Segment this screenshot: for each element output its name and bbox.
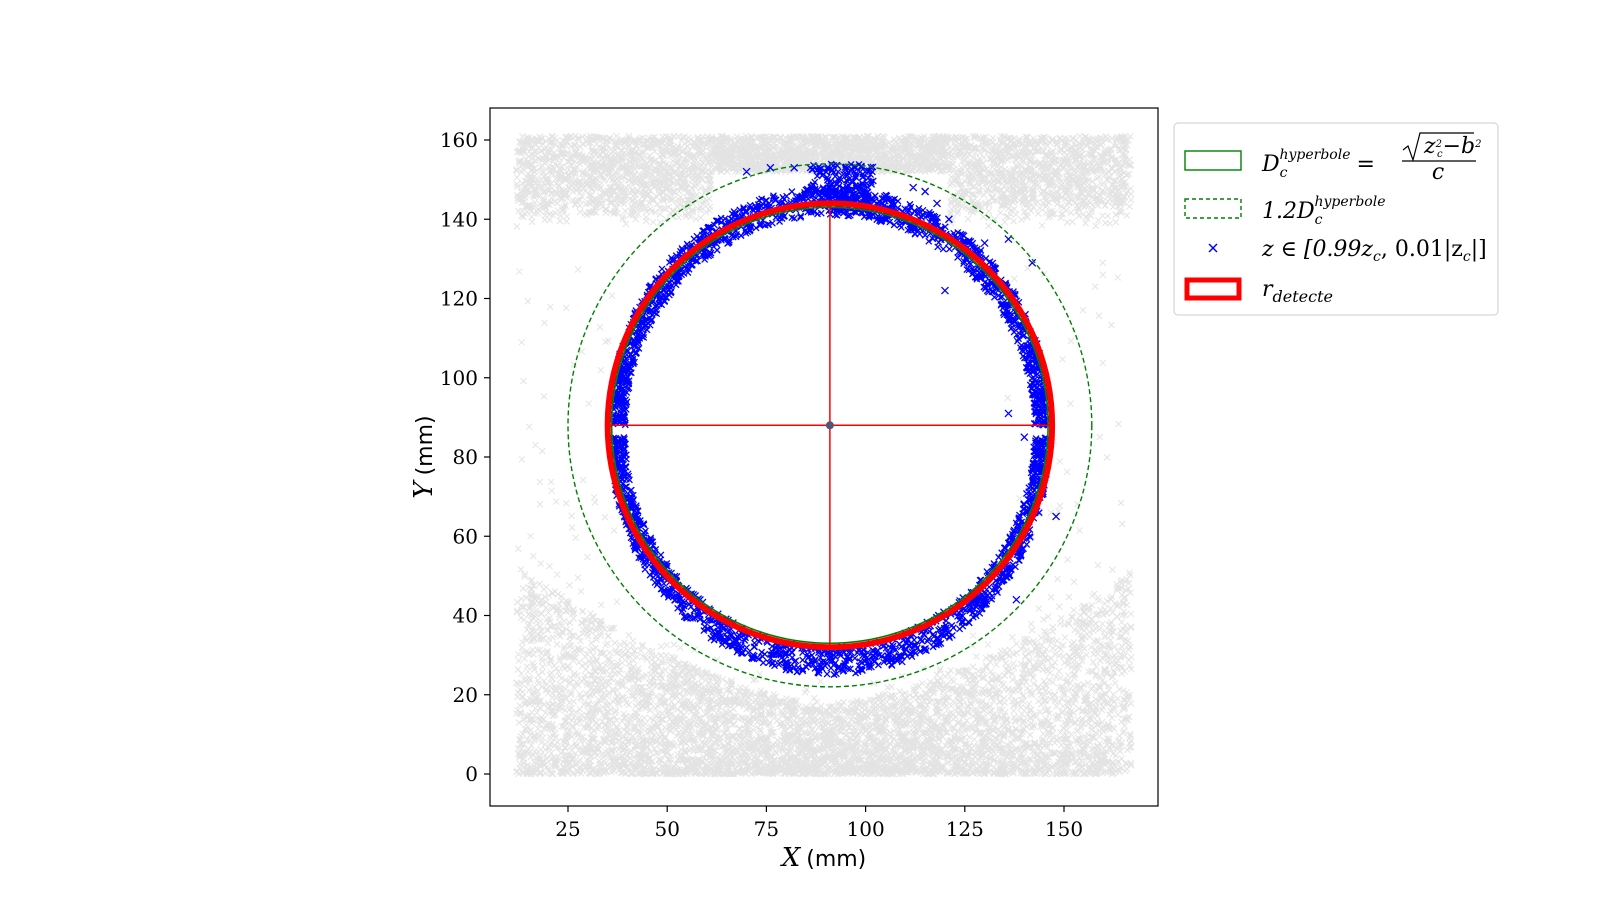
y-tick-label: 40 — [453, 604, 478, 628]
background-points-marks — [513, 132, 1135, 778]
svg-text:z2c−b2: z2 c−b2 — [1423, 134, 1481, 160]
legend-swatch-green-solid — [1184, 150, 1242, 171]
legend-swatch-blue-x — [1208, 243, 1218, 253]
x-tick-label: 100 — [847, 817, 885, 841]
y-tick-label: 0 — [465, 762, 478, 786]
y-tick-label: 20 — [453, 683, 478, 707]
center-point — [825, 421, 834, 430]
x-tick-label: 125 — [946, 817, 984, 841]
y-tick-label: 60 — [453, 524, 478, 548]
y-tick-label: 140 — [440, 207, 478, 231]
y-axis-ticks: 0 20 40 60 80 100 120 140 160 — [440, 128, 490, 786]
y-tick-label: 120 — [440, 287, 478, 311]
circles — [567, 163, 1093, 688]
background-points — [513, 132, 1135, 778]
x-tick-label: 50 — [654, 817, 679, 841]
legend-entry-1-2-hyperbole: 1.2Dchyperbole — [1262, 194, 1386, 228]
legend-swatch-red-thick — [1184, 277, 1242, 301]
legend-sqrt-fraction: z2 c−b2 c — [1402, 132, 1481, 185]
svg-text:c: c — [1432, 160, 1444, 185]
y-axis-label: Y(mm) — [409, 415, 439, 498]
legend-entry-r-detecte: rdetecte — [1262, 277, 1333, 306]
y-tick-label: 100 — [440, 366, 478, 390]
legend: Dchyperbole = z2 c−b2 c 1.2Dchyperbole z ∈… — [1173, 122, 1499, 316]
legend-entry-hyperbole: Dchyperbole = — [1261, 147, 1375, 181]
circle-1-2-hyperbole — [567, 163, 1093, 688]
x-tick-label: 25 — [555, 817, 580, 841]
legend-box — [1173, 122, 1499, 316]
x-axis-ticks: 25 50 75 100 125 150 — [555, 806, 1083, 841]
x-axis-label: X (mm) — [780, 843, 867, 873]
x-tick-label: 75 — [754, 817, 779, 841]
y-tick-label: 160 — [440, 128, 478, 152]
x-tick-label: 150 — [1045, 817, 1083, 841]
legend-swatch-green-dashed — [1184, 198, 1242, 219]
legend-entry-z-range: z ∈ [0.99zc, 0.01|zc|] — [1261, 237, 1487, 265]
y-tick-label: 80 — [453, 445, 478, 469]
